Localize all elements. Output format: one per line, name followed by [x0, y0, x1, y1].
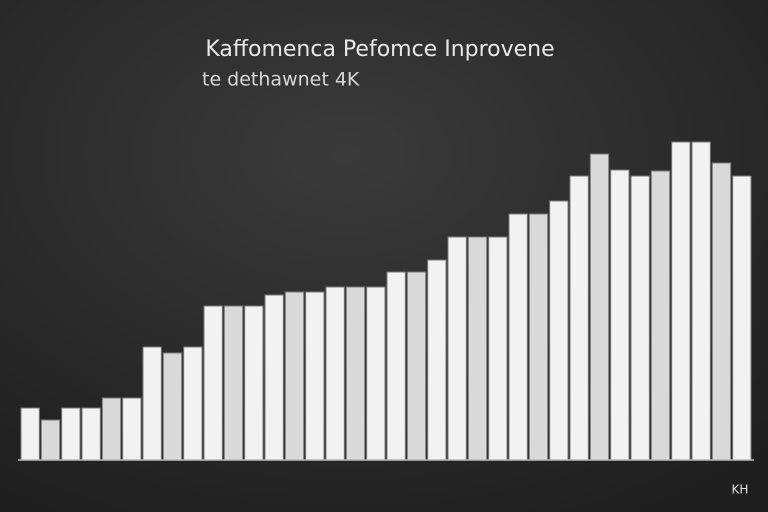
bar	[284, 291, 305, 461]
bar	[223, 305, 244, 461]
bar	[691, 141, 711, 461]
bar	[122, 397, 142, 461]
bars	[20, 141, 752, 461]
bar	[671, 141, 691, 461]
bar	[732, 175, 752, 461]
bar	[610, 169, 630, 461]
bar	[549, 200, 569, 461]
chart-subtitle: te dethawnet 4K	[202, 69, 360, 91]
bar	[20, 407, 40, 461]
bar	[345, 286, 366, 461]
bar	[162, 352, 183, 461]
bar	[264, 294, 284, 461]
bar	[589, 153, 610, 461]
bar	[447, 236, 467, 461]
bar	[508, 213, 528, 461]
bar	[81, 407, 101, 461]
bar	[203, 305, 223, 461]
bar	[244, 305, 264, 461]
bar	[325, 286, 345, 461]
bar	[386, 271, 406, 461]
bar	[61, 407, 81, 461]
bar	[467, 236, 488, 461]
chart-title: Kaffomenca Pefomce Inprovene	[205, 37, 554, 62]
corner-label: KH	[732, 483, 749, 497]
bar	[366, 286, 386, 461]
bar	[528, 213, 549, 461]
bar	[406, 271, 427, 461]
bar	[630, 175, 650, 461]
bar	[142, 346, 162, 461]
bar	[488, 236, 508, 461]
bar	[101, 397, 122, 461]
bar	[305, 291, 325, 461]
bar	[40, 419, 61, 461]
bar	[650, 170, 671, 461]
bar	[711, 162, 732, 461]
bar	[183, 346, 203, 461]
bar	[427, 259, 447, 461]
bar	[569, 175, 589, 461]
